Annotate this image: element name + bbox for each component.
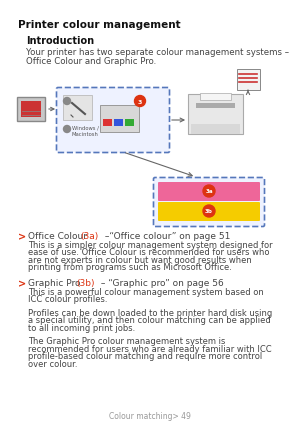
Text: >: >: [18, 231, 26, 242]
Circle shape: [203, 205, 215, 218]
Text: Graphic Pro: Graphic Pro: [28, 278, 83, 287]
FancyBboxPatch shape: [158, 202, 260, 222]
Text: to all incoming print jobs.: to all incoming print jobs.: [28, 323, 135, 332]
Bar: [200, 94, 231, 101]
Circle shape: [64, 126, 70, 133]
Text: –“Office colour” on page 51: –“Office colour” on page 51: [102, 231, 230, 240]
Text: are not experts in colour but want good results when: are not experts in colour but want good …: [28, 256, 252, 265]
Text: Profiles can be down loaded to the printer hard disk using: Profiles can be down loaded to the print…: [28, 308, 272, 317]
FancyBboxPatch shape: [100, 105, 139, 132]
Text: 3: 3: [138, 99, 142, 104]
Bar: [21, 102, 41, 118]
FancyBboxPatch shape: [62, 95, 92, 120]
FancyBboxPatch shape: [236, 69, 260, 90]
Text: – “Graphic pro” on page 56: – “Graphic pro” on page 56: [98, 278, 224, 287]
Text: Introduction: Introduction: [26, 36, 94, 46]
Text: (3a): (3a): [80, 231, 98, 240]
Circle shape: [64, 98, 70, 105]
Text: This is a simpler colour management system designed for: This is a simpler colour management syst…: [28, 240, 273, 249]
Text: 3a: 3a: [205, 189, 213, 194]
FancyBboxPatch shape: [56, 88, 169, 153]
Bar: [191, 125, 240, 135]
Text: ICC colour profiles.: ICC colour profiles.: [28, 295, 107, 304]
Text: a special utility, and then colour matching can be applied: a special utility, and then colour match…: [28, 316, 271, 325]
Text: ease of use. Office Colour is recommended for users who: ease of use. Office Colour is recommende…: [28, 248, 269, 257]
Bar: [114, 120, 123, 127]
Circle shape: [203, 186, 215, 198]
FancyBboxPatch shape: [188, 95, 243, 135]
Text: Windows /
Macintosh: Windows / Macintosh: [72, 126, 99, 136]
FancyBboxPatch shape: [158, 183, 260, 201]
Bar: [196, 104, 235, 109]
Circle shape: [134, 96, 146, 107]
Text: >: >: [18, 278, 26, 288]
Bar: [103, 120, 112, 127]
Text: Printer colour management: Printer colour management: [18, 20, 181, 30]
Bar: [125, 120, 134, 127]
FancyBboxPatch shape: [17, 98, 45, 122]
Text: (3b): (3b): [76, 278, 94, 287]
Text: This is a powerful colour management system based on: This is a powerful colour management sys…: [28, 287, 264, 296]
Text: Office Colour: Office Colour: [28, 231, 90, 240]
Text: over colour.: over colour.: [28, 359, 77, 368]
Text: The Graphic Pro colour management system is: The Graphic Pro colour management system…: [28, 337, 225, 345]
Text: Office Colour and Graphic Pro.: Office Colour and Graphic Pro.: [26, 57, 156, 66]
Text: Your printer has two separate colour management systems –: Your printer has two separate colour man…: [26, 48, 289, 57]
Text: profile-based colour matching and require more control: profile-based colour matching and requir…: [28, 352, 262, 361]
Text: recommended for users who are already familiar with ICC: recommended for users who are already fa…: [28, 344, 272, 353]
Text: printing from programs such as Microsoft Office.: printing from programs such as Microsoft…: [28, 263, 232, 272]
Text: 3b: 3b: [205, 209, 213, 214]
Text: Colour matching> 49: Colour matching> 49: [109, 411, 191, 420]
FancyBboxPatch shape: [154, 178, 265, 227]
